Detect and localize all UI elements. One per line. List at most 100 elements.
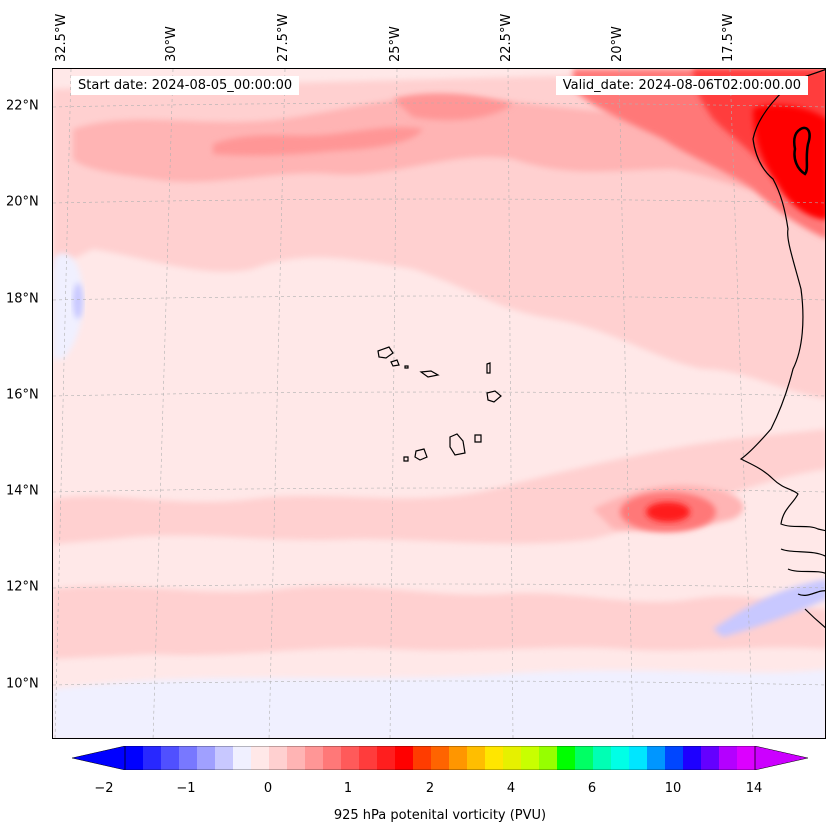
colorbar-segment xyxy=(449,746,468,770)
lon-label-30w: 30°W xyxy=(164,26,179,62)
gridline-lat-16n xyxy=(53,391,825,397)
colorbar-segment xyxy=(467,746,486,770)
gridline-lon-3 xyxy=(268,69,286,738)
colorbar-segment xyxy=(215,746,234,770)
lat-label-22n: 22°N xyxy=(6,98,39,114)
gridline-lat-12n xyxy=(53,583,825,589)
island-fogo xyxy=(414,448,428,461)
colorbar-segment xyxy=(233,746,252,770)
pv-map-canvas xyxy=(53,69,825,738)
colorbar-title: 925 hPa potenital vorticity (PVU) xyxy=(333,808,547,823)
island-brava xyxy=(403,456,409,462)
colorbar-tick-label: 0 xyxy=(263,781,273,796)
island-sal xyxy=(486,362,491,374)
gridline-lat-22n xyxy=(53,102,825,108)
colorbar-outline xyxy=(124,746,756,770)
gridline-lat-10n xyxy=(53,680,825,686)
colorbar-segment xyxy=(503,746,522,770)
lat-label-14n: 14°N xyxy=(6,483,39,499)
colorbar-segment xyxy=(485,746,504,770)
lat-label-18n: 18°N xyxy=(6,291,39,307)
colorbar-segment xyxy=(161,746,180,770)
colorbar-tick-label: 1 xyxy=(343,781,353,796)
gridline-lon-2 xyxy=(152,69,174,738)
lat-label-12n: 12°N xyxy=(6,579,39,595)
pv-southern-band xyxy=(53,586,825,659)
cape-verde-islands xyxy=(377,346,502,462)
colorbar-segment xyxy=(323,746,342,770)
colorbar-segment xyxy=(701,746,720,770)
lat-label-16n: 16°N xyxy=(6,387,39,403)
colorbar-tick-label: 10 xyxy=(664,781,682,796)
start-date-label: Start date: 2024-08-05_00:00:00 xyxy=(71,76,300,95)
island-santiago xyxy=(449,433,466,456)
africa-coastline-south xyxy=(780,548,825,629)
colorbar-segment xyxy=(629,746,648,770)
colorbar-segment xyxy=(395,746,414,770)
colorbar-tick-label: −1 xyxy=(176,781,196,796)
pv-negative-core-west xyxy=(73,283,83,319)
pv-band-north-patch-2 xyxy=(393,93,513,121)
colorbar-tick-label: 6 xyxy=(587,781,597,796)
island-maio xyxy=(474,434,482,443)
colorbar-segment xyxy=(287,746,306,770)
colorbar-segment xyxy=(593,746,612,770)
gridline-lon-6 xyxy=(618,69,634,738)
colorbar-tick-label: −2 xyxy=(94,781,114,796)
colorbar-segment xyxy=(647,746,666,770)
colorbar xyxy=(72,746,808,770)
colorbar-segment xyxy=(719,746,738,770)
lat-label-10n: 10°N xyxy=(6,676,39,692)
colorbar-segment xyxy=(413,746,432,770)
colorbar-segment xyxy=(539,746,558,770)
colorbar-segment xyxy=(377,746,396,770)
gridlines xyxy=(53,69,825,738)
pv-band-north-patches xyxy=(213,127,423,156)
gridline-lat-20n xyxy=(53,198,825,204)
gridline-lon-4 xyxy=(389,69,398,738)
colorbar-under-arrow xyxy=(72,746,126,770)
africa-coastline xyxy=(739,69,825,532)
lat-label-20n: 20°N xyxy=(6,194,39,210)
colorbar-segment xyxy=(269,746,288,770)
colorbar-tick-label: 14 xyxy=(745,781,763,796)
colorbar-segment xyxy=(557,746,576,770)
pv-map xyxy=(52,68,826,739)
lon-label-22-5w: 22.5°W xyxy=(499,13,514,62)
gridline-lon-1 xyxy=(54,69,72,738)
colorbar-segment xyxy=(125,746,144,770)
colorbar-segment xyxy=(305,746,324,770)
island-boa-vista xyxy=(486,390,502,403)
lon-label-32-5w: 32.5°W xyxy=(54,13,69,62)
island-santa-luzia xyxy=(404,365,409,369)
colorbar-tick-label: 2 xyxy=(425,781,435,796)
colorbar-segment xyxy=(611,746,630,770)
colorbar-segment xyxy=(683,746,702,770)
gridline-lon-7 xyxy=(729,69,754,738)
lon-label-27-5w: 27.5°W xyxy=(276,13,291,62)
colorbar-segment xyxy=(665,746,684,770)
colorbar-segment xyxy=(143,746,162,770)
colorbar-segments xyxy=(125,746,756,770)
lon-label-20w: 20°W xyxy=(610,26,625,62)
lon-label-25w: 25°W xyxy=(388,26,403,62)
colorbar-segment xyxy=(341,746,360,770)
pv-negative-area-south xyxy=(53,669,825,738)
pv-northeast-maximum-core xyxy=(753,104,825,219)
colorbar-segment xyxy=(431,746,450,770)
colorbar-segment xyxy=(197,746,216,770)
island-sao-vicente xyxy=(390,359,400,367)
colorbar-segment xyxy=(575,746,594,770)
colorbar-segment xyxy=(179,746,198,770)
gridline-lat-14n xyxy=(53,487,825,493)
colorbar-over-arrow xyxy=(754,746,808,770)
pv-negative-area-southeast xyxy=(713,579,825,637)
colorbar-segment xyxy=(359,746,378,770)
pv-local-maximum-core xyxy=(646,502,690,522)
gridline-lat-18n xyxy=(53,295,825,301)
colorbar-segment xyxy=(737,746,756,770)
lon-label-17-5w: 17.5°W xyxy=(721,13,736,62)
gridline-lon-5 xyxy=(507,69,514,738)
colorbar-segment xyxy=(251,746,270,770)
island-santo-antao xyxy=(377,346,394,359)
